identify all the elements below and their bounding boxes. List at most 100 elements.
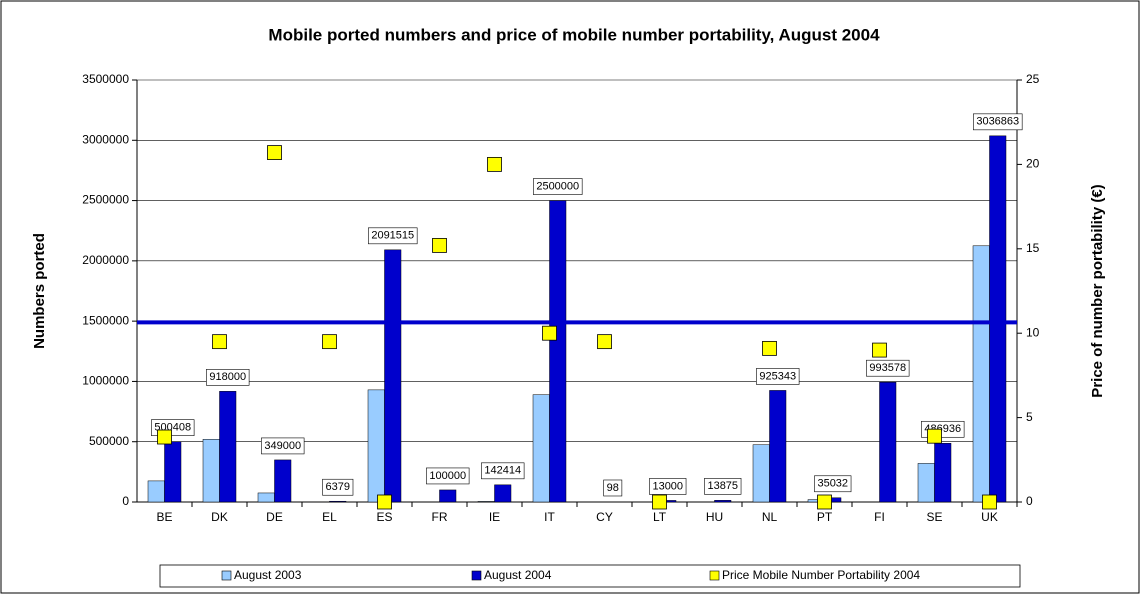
bar xyxy=(989,135,1007,503)
bar xyxy=(769,390,787,503)
data-label: 13000 xyxy=(652,480,683,492)
y2-tick-label: 20 xyxy=(1026,157,1040,171)
y2-tick-label: 5 xyxy=(1026,410,1033,424)
y-tick-label: 2000000 xyxy=(82,253,129,267)
x-tick-label: UK xyxy=(981,510,998,524)
data-label: 100000 xyxy=(429,470,466,482)
x-tick-label: DE xyxy=(266,510,283,524)
scatter-point xyxy=(762,340,777,356)
data-label: 2091515 xyxy=(371,230,414,242)
x-tick-label: CY xyxy=(596,510,613,524)
bar xyxy=(329,500,347,503)
bar xyxy=(274,459,292,503)
x-tick-label: LT xyxy=(653,510,667,524)
bar xyxy=(164,441,182,503)
legend-label: August 2003 xyxy=(234,568,302,582)
data-label: 6379 xyxy=(326,481,350,493)
x-tick-label: FI xyxy=(874,510,885,524)
data-label-box xyxy=(649,478,687,495)
x-tick-label: FR xyxy=(432,510,448,524)
y-tick-label: 1000000 xyxy=(82,374,129,388)
data-label: 3036863 xyxy=(976,116,1019,128)
plot-area xyxy=(137,80,1017,502)
bar xyxy=(714,500,732,503)
x-tick-label: NL xyxy=(762,510,778,524)
x-tick-label: HU xyxy=(706,510,723,524)
legend-box xyxy=(159,564,1021,588)
data-label: 993578 xyxy=(869,362,906,374)
x-tick-label: EL xyxy=(322,510,337,524)
x-tick-label: IT xyxy=(544,510,555,524)
scatter-point xyxy=(157,429,172,445)
legend-swatch xyxy=(709,570,720,581)
data-label: 2500000 xyxy=(536,180,579,192)
x-tick-label: DK xyxy=(211,510,228,524)
data-label-box xyxy=(206,369,250,386)
scatter-point xyxy=(542,325,557,341)
legend-label: Price Mobile Number Portability 2004 xyxy=(722,568,920,582)
bar xyxy=(147,480,165,503)
scatter-point xyxy=(487,156,502,172)
data-label-box xyxy=(261,437,305,455)
scatter-point xyxy=(652,494,667,510)
scatter-point xyxy=(982,494,997,510)
data-label-box xyxy=(973,113,1023,131)
data-label: 925343 xyxy=(759,370,796,382)
x-tick-label: PT xyxy=(817,510,833,524)
y-tick-label: 0 xyxy=(122,494,129,508)
data-label-box xyxy=(756,368,800,385)
bar xyxy=(549,200,567,503)
legend-swatch xyxy=(221,570,232,581)
data-label-box xyxy=(481,462,525,480)
x-tick-label: BE xyxy=(156,510,172,524)
data-label: 349000 xyxy=(264,440,301,452)
data-label-box xyxy=(704,478,742,495)
bar xyxy=(917,463,935,503)
data-label: 35032 xyxy=(817,478,848,490)
data-label: 142414 xyxy=(484,465,521,477)
data-label: 918000 xyxy=(209,371,246,383)
bar xyxy=(477,501,495,503)
data-label-box xyxy=(322,478,354,496)
bar xyxy=(202,439,220,503)
scatter-point xyxy=(432,238,447,253)
y2-axis-title: Price of number portability (€) xyxy=(1089,184,1106,397)
y-tick-label: 500000 xyxy=(89,434,129,448)
data-label-box xyxy=(814,475,852,493)
y-tick-label: 1500000 xyxy=(82,313,129,327)
data-label: 13875 xyxy=(707,480,738,492)
bar xyxy=(879,381,897,503)
y-tick-label: 2500000 xyxy=(82,193,129,207)
bar xyxy=(257,492,275,503)
y2-tick-label: 15 xyxy=(1026,241,1040,255)
scatter-point xyxy=(927,428,942,444)
bar xyxy=(219,391,237,503)
bar xyxy=(494,484,512,503)
x-tick-label: SE xyxy=(926,510,942,524)
y-tick-label: 3000000 xyxy=(82,132,129,146)
x-tick-label: IE xyxy=(489,510,500,524)
y2-tick-label: 0 xyxy=(1026,494,1033,508)
chart-title: Mobile ported numbers and price of mobil… xyxy=(268,25,880,44)
scatter-point xyxy=(817,494,832,510)
y2-tick-label: 10 xyxy=(1026,325,1040,339)
scatter-point xyxy=(597,334,612,350)
scatter-point xyxy=(267,145,282,160)
bar xyxy=(972,245,990,503)
scatter-point xyxy=(212,334,227,350)
data-label: 98 xyxy=(607,482,619,494)
legend-swatch xyxy=(471,570,482,581)
data-label-box xyxy=(426,467,470,485)
data-label-box xyxy=(866,359,910,377)
data-label-box xyxy=(368,227,418,245)
y-tick-label: 3500000 xyxy=(82,72,129,86)
legend-label: August 2004 xyxy=(484,568,552,582)
bar xyxy=(439,489,457,503)
bar xyxy=(532,394,550,503)
scatter-point xyxy=(377,494,392,510)
data-label-box xyxy=(533,178,583,195)
x-tick-label: ES xyxy=(376,510,392,524)
bar xyxy=(384,249,402,503)
y-axis-title: Numbers ported xyxy=(31,233,48,349)
